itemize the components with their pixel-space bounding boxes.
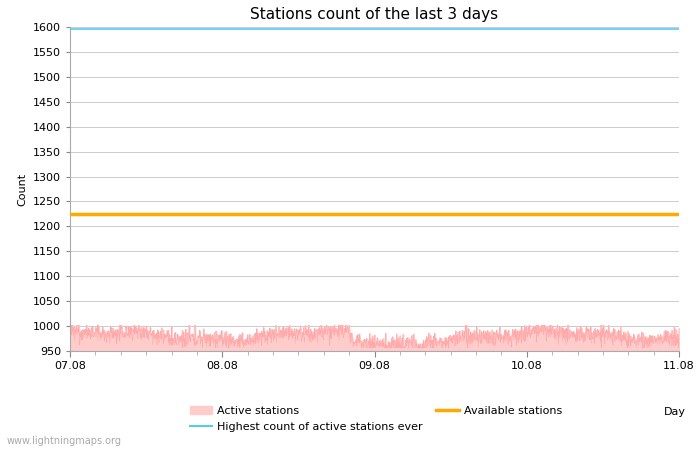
Title: Stations count of the last 3 days: Stations count of the last 3 days xyxy=(251,7,498,22)
Y-axis label: Count: Count xyxy=(18,172,27,206)
Legend: Active stations, Highest count of active stations ever, Available stations: Active stations, Highest count of active… xyxy=(186,402,567,436)
Text: www.lightningmaps.org: www.lightningmaps.org xyxy=(7,436,122,446)
Text: Day: Day xyxy=(664,407,686,417)
